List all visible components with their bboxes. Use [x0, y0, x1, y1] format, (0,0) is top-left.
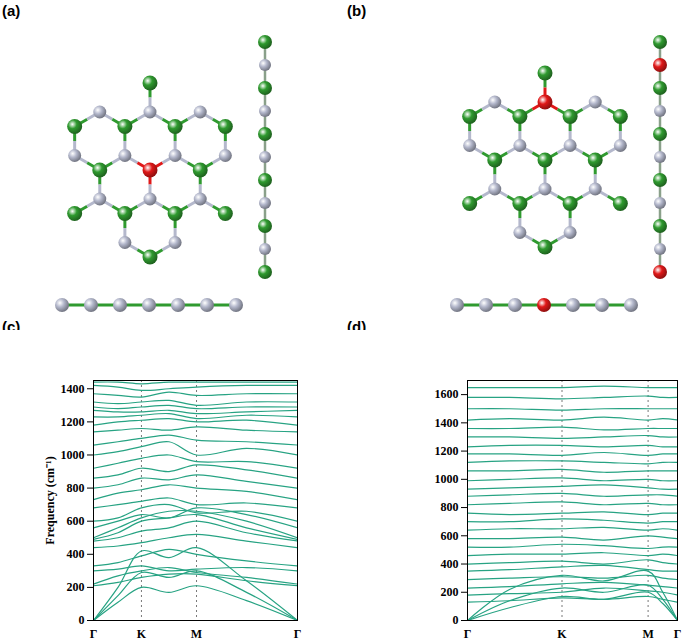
svg-text:1200: 1200 [61, 415, 85, 429]
svg-text:Frequency (cm⁻¹): Frequency (cm⁻¹) [43, 456, 57, 544]
svg-text:K: K [137, 627, 147, 641]
svg-text:400: 400 [441, 557, 459, 571]
svg-text:0: 0 [79, 613, 85, 627]
html-text:(b): (b) [347, 2, 367, 19]
svg-text:200: 200 [67, 580, 85, 594]
html-text:(a): (a) [2, 2, 21, 19]
svg-text:600: 600 [441, 529, 459, 543]
svg-text:800: 800 [67, 481, 85, 495]
svg-text:1200: 1200 [435, 444, 459, 458]
svg-text:1000: 1000 [435, 472, 459, 486]
svg-text:400: 400 [67, 547, 85, 561]
svg-text:1600: 1600 [435, 387, 459, 401]
svg-text:M: M [191, 627, 202, 641]
html-text:(c): (c) [2, 318, 21, 335]
svg-text:Γ: Γ [464, 627, 472, 641]
svg-text:Γ: Γ [294, 627, 302, 641]
html-text:(d): (d) [347, 318, 367, 335]
svg-text:200: 200 [441, 585, 459, 599]
svg-text:1000: 1000 [61, 448, 85, 462]
svg-text:Γ: Γ [674, 627, 682, 641]
svg-text:0: 0 [453, 613, 459, 627]
svg-text:800: 800 [441, 500, 459, 514]
svg-text:600: 600 [67, 514, 85, 528]
svg-text:Γ: Γ [90, 627, 98, 641]
svg-text:M: M [642, 627, 653, 641]
svg-text:1400: 1400 [61, 382, 85, 396]
svg-text:1400: 1400 [435, 416, 459, 430]
svg-text:K: K [557, 627, 567, 641]
